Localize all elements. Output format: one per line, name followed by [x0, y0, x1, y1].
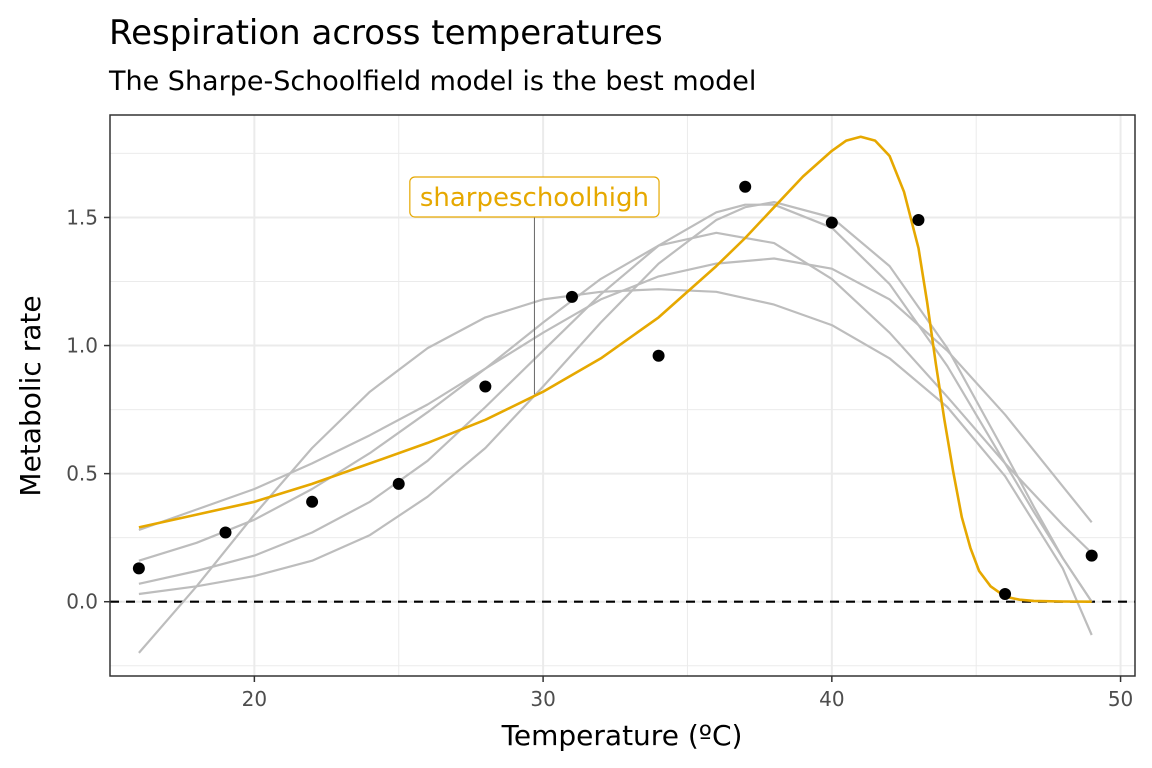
panel-border — [109, 114, 1136, 677]
model-curve — [138, 288, 1093, 654]
x-tick-label: 30 — [530, 687, 555, 711]
data-point — [825, 216, 838, 229]
annotation-box — [409, 176, 660, 218]
y-tick-label: 0.5 — [66, 462, 98, 486]
data-point — [565, 290, 578, 303]
y-tick-label: 0.0 — [66, 590, 98, 614]
x-tick-label: 20 — [242, 687, 267, 711]
chart-subtitle: The Sharpe-Schoolfield model is the best… — [108, 66, 756, 97]
data-point — [306, 495, 319, 508]
x-tick-label: 40 — [819, 687, 844, 711]
x-tick-label: 50 — [1108, 687, 1133, 711]
model-curve — [138, 257, 1093, 532]
data-point — [132, 562, 145, 575]
data-point — [392, 477, 405, 490]
y-tick-label: 1.5 — [66, 205, 98, 229]
data-point — [999, 588, 1012, 601]
model-curve — [138, 201, 1093, 603]
chart-title: Respiration across temperatures — [109, 13, 663, 53]
data-point — [739, 180, 752, 193]
x-axis-title: Temperature (ºC) — [501, 719, 743, 752]
data-point — [219, 526, 232, 539]
data-point — [912, 214, 925, 227]
data-point — [479, 380, 492, 393]
y-tick-label: 1.0 — [66, 334, 98, 358]
data-point — [652, 349, 665, 362]
highlight-model-curve — [138, 135, 1092, 603]
plot-area: sharpeschoolhigh 20 30 40 50 0.0 0.5 1.0 1.5 — [66, 114, 1136, 711]
y-axis-title: Metabolic rate — [14, 295, 47, 496]
model-curve — [138, 231, 1093, 562]
annotation-label: sharpeschoolhigh — [420, 183, 649, 213]
model-curve — [138, 203, 1093, 603]
data-point — [1085, 549, 1098, 562]
